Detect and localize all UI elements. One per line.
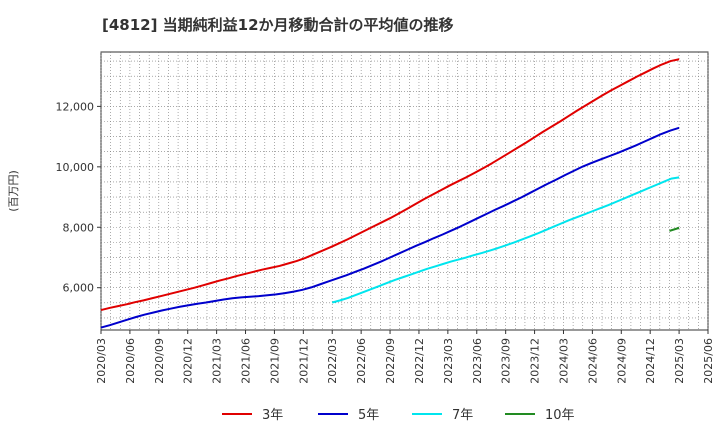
x-tick-label: 2024/09 <box>615 338 628 384</box>
x-tick-label: 2022/06 <box>355 338 368 384</box>
x-tick-label: 2024/03 <box>557 338 570 384</box>
x-tick-label: 2023/12 <box>529 338 542 384</box>
x-tick-label: 2022/09 <box>384 338 397 384</box>
x-tick-label: 2023/06 <box>471 338 484 384</box>
x-tick-label: 2023/09 <box>500 338 513 384</box>
legend-label: 3年 <box>262 408 283 423</box>
x-tick-label: 2020/09 <box>153 338 166 384</box>
x-tick-label: 2021/06 <box>240 338 253 384</box>
legend-label: 10年 <box>545 408 575 423</box>
legend-label: 5年 <box>358 408 379 423</box>
series-line-10年 <box>669 226 680 232</box>
legend-layer: 3年 5年 7年 10年 <box>222 408 575 423</box>
x-tick-label: 2021/09 <box>268 338 281 384</box>
x-tick-label: 2021/03 <box>211 338 224 384</box>
y-tick-label: 12,000 <box>56 100 95 113</box>
x-tick-label: 2024/12 <box>644 338 657 384</box>
x-tick-label: 2022/12 <box>413 338 426 384</box>
grid-layer <box>100 51 709 331</box>
x-tick-label: 2025/03 <box>673 338 686 384</box>
x-tick-label: 2020/03 <box>95 338 108 384</box>
series-line-7年 <box>331 176 680 304</box>
x-tick-label: 2022/03 <box>326 338 339 384</box>
y-tick-label: 10,000 <box>56 161 95 174</box>
x-tick-label: 2020/12 <box>182 338 195 384</box>
y-tick-label: 6,000 <box>63 282 95 295</box>
series-layer <box>100 58 680 329</box>
series-line-3年 <box>100 58 680 312</box>
x-tick-label: 2021/12 <box>297 338 310 384</box>
series-line-5年 <box>100 126 680 329</box>
y-tick-label: 8,000 <box>63 221 95 234</box>
y-axis-label: (百万円) <box>7 170 20 212</box>
x-tick-label: 2025/06 <box>702 338 715 384</box>
x-tick-label: 2023/03 <box>442 338 455 384</box>
x-tick-label: 2020/06 <box>124 338 137 384</box>
chart-title: [4812] 当期純利益12か月移動合計の平均値の推移 <box>102 16 454 34</box>
x-tick-label: 2024/06 <box>586 338 599 384</box>
legend-label: 7年 <box>452 408 473 423</box>
axis-layer: 6,000 8,000 10,000 12,000 (百万円) 2020/03 2020/0… <box>7 100 715 383</box>
